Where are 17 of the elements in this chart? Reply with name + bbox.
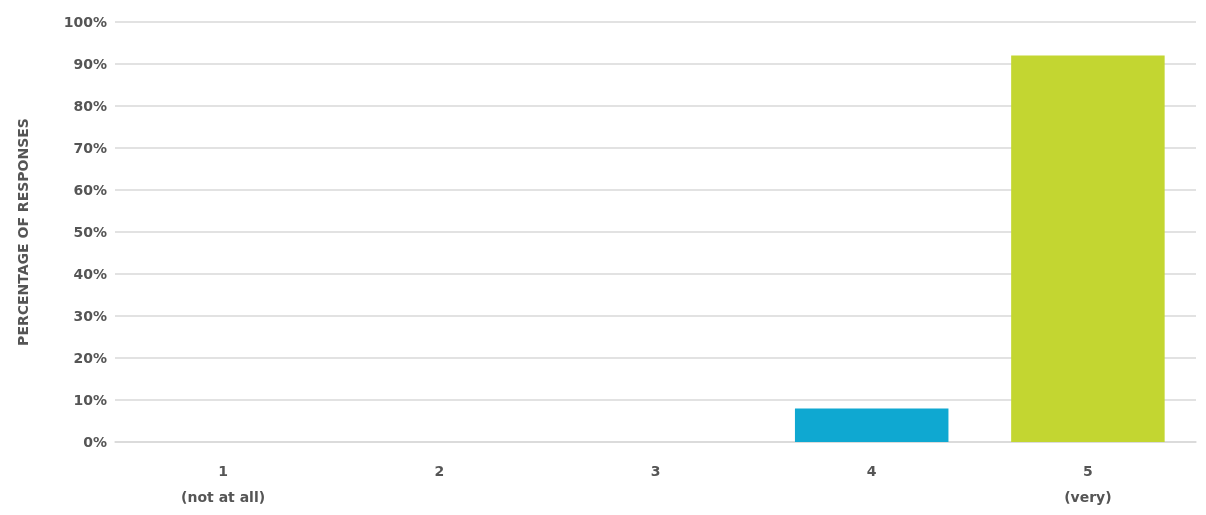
y-tick-label: 60%: [73, 182, 107, 198]
y-tick-label: 20%: [73, 350, 107, 366]
y-tick-label: 90%: [73, 56, 107, 72]
y-tick-label: 50%: [73, 224, 107, 240]
y-tick-label: 40%: [73, 266, 107, 282]
x-tick-label: 4: [866, 463, 877, 479]
y-tick-label: 10%: [73, 392, 107, 408]
y-axis-title: PERCENTAGE OF RESPONSES: [15, 118, 31, 346]
y-tick-label: 0%: [83, 434, 107, 450]
y-tick-label: 30%: [73, 308, 107, 324]
y-tick-label: 80%: [73, 98, 107, 114]
y-tick-label: 100%: [63, 14, 107, 30]
x-tick-label: 5 (very): [1064, 463, 1112, 505]
x-tick-label: 3: [650, 463, 661, 479]
y-tick-label: 70%: [73, 140, 107, 156]
x-tick-label: 1 (not at all): [181, 463, 266, 505]
x-tick-label: 2: [434, 463, 445, 479]
